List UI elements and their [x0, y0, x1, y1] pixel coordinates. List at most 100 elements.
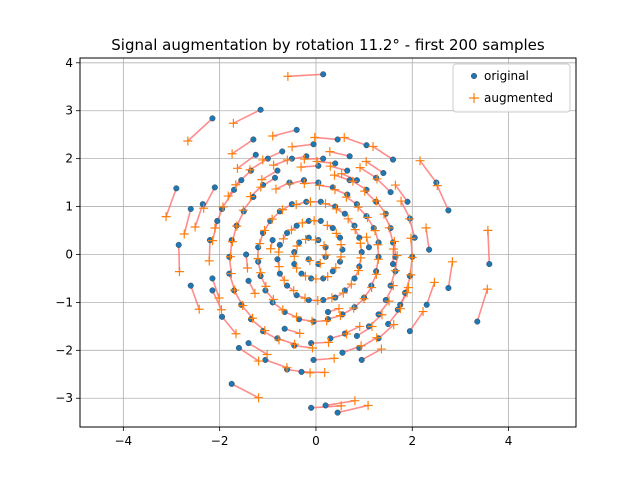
original-point: [247, 167, 254, 174]
augmented-point: [296, 162, 306, 172]
augmented-point: [228, 118, 238, 128]
augmented-point: [370, 226, 380, 236]
original-point: [380, 170, 387, 177]
y-tick-label: −3: [55, 391, 73, 405]
augmented-points: [161, 71, 493, 411]
original-point: [344, 191, 351, 198]
original-point: [433, 179, 440, 186]
augmented-point: [278, 205, 288, 215]
original-point: [390, 261, 397, 268]
original-point: [284, 229, 291, 236]
augmented-point: [355, 163, 365, 173]
augmented-point: [260, 326, 270, 336]
original-point: [385, 320, 392, 327]
augmented-point: [335, 311, 345, 321]
original-point: [252, 151, 259, 158]
original-point: [406, 273, 413, 280]
original-point: [320, 155, 327, 162]
augmented-point: [350, 225, 360, 235]
augmented-point: [389, 236, 399, 246]
augmented-point: [349, 303, 359, 313]
original-point: [474, 318, 481, 325]
augmented-point: [305, 197, 315, 207]
original-point: [245, 277, 252, 284]
augmented-point: [371, 269, 381, 279]
augmented-point: [343, 214, 353, 224]
original-point: [245, 340, 252, 347]
y-tick-label: 0: [65, 247, 73, 261]
augmented-point: [274, 335, 284, 345]
augmented-point: [256, 268, 266, 278]
original-point: [404, 198, 411, 205]
augmented-point: [367, 282, 377, 292]
rotation-connector: [329, 150, 350, 158]
augmented-point: [305, 368, 315, 378]
augmented-point: [283, 71, 293, 81]
rotation-connector: [190, 285, 200, 310]
augmented-point: [290, 339, 300, 349]
augmented-point: [230, 285, 240, 295]
original-point: [373, 174, 380, 181]
tick-layer: −4 −2 0 2 4 −3 −2 −1 0 1 2 3 4: [55, 56, 512, 448]
original-point: [211, 184, 218, 191]
rotation-connector: [231, 138, 254, 155]
original-point: [322, 402, 329, 409]
original-point: [243, 251, 250, 258]
augmented-point: [311, 235, 321, 245]
augmented-point: [262, 349, 272, 359]
augmented-point: [360, 186, 370, 196]
rotation-connector: [337, 404, 369, 414]
augmented-point: [301, 234, 311, 244]
augmented-point: [223, 191, 233, 201]
original-point: [325, 308, 332, 315]
augmented-point: [377, 310, 387, 320]
original-point: [274, 256, 281, 263]
x-tick-label: −4: [114, 434, 132, 448]
original-point: [293, 126, 300, 133]
original-point: [353, 332, 360, 339]
augmented-point: [286, 225, 296, 235]
y-tick-label: 4: [65, 56, 73, 70]
augmented-point: [278, 305, 288, 315]
augmented-point: [372, 174, 382, 184]
original-point: [329, 225, 336, 232]
y-tick-label: 2: [65, 152, 73, 166]
augmented-point: [245, 192, 255, 202]
rotation-connector: [233, 109, 261, 124]
augmented-point: [418, 307, 428, 317]
rotation-connector: [194, 203, 204, 228]
augmented-point: [315, 258, 325, 268]
original-point: [339, 349, 346, 356]
connector-layer: [165, 73, 491, 414]
original-point: [353, 201, 360, 208]
augmented-point: [227, 149, 237, 159]
augmented-point: [341, 192, 351, 202]
augmented-point: [266, 244, 276, 254]
augmented-point: [334, 304, 344, 314]
augmented-point: [307, 343, 317, 353]
augmented-point: [350, 396, 360, 406]
augmented-point: [356, 253, 366, 263]
original-point: [274, 167, 281, 174]
augmented-point: [415, 156, 425, 166]
original-point: [356, 234, 363, 241]
augmented-point: [482, 284, 492, 294]
augmented-point: [248, 313, 258, 323]
augmented-point: [274, 262, 284, 272]
augmented-point: [282, 363, 292, 373]
augmented-point: [227, 237, 237, 247]
augmented-point: [405, 214, 415, 224]
original-point: [173, 185, 180, 192]
original-point: [334, 136, 341, 143]
augmented-point: [279, 275, 289, 285]
augmented-point: [395, 304, 405, 314]
augmented-point: [390, 266, 400, 276]
original-point: [281, 325, 288, 332]
augmented-point: [338, 288, 348, 298]
augmented-point: [231, 329, 241, 339]
augmented-point: [301, 271, 311, 281]
augmented-point: [324, 337, 334, 347]
original-point: [334, 409, 341, 416]
augmented-point: [368, 142, 378, 152]
rotation-connector: [325, 399, 355, 407]
